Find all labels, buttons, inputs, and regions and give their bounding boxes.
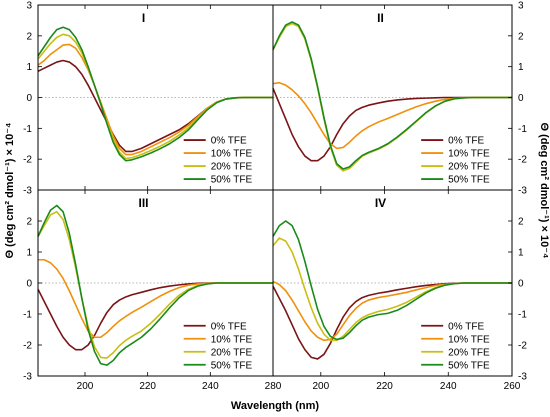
- y-tick-label: 1: [518, 62, 524, 73]
- y-tick-label: 0: [26, 93, 32, 104]
- y-tick-label: -1: [23, 310, 32, 321]
- y-tick-label: 1: [26, 62, 32, 73]
- y-tick-label: 2: [26, 217, 32, 228]
- legend-label: 10% TFE: [211, 149, 253, 160]
- y-tick-label: -1: [518, 124, 527, 135]
- legend-label: 0% TFE: [448, 321, 484, 332]
- y-tick-label: -3: [23, 372, 32, 383]
- y-axis-title-right: Θ (deg cm² dmol⁻¹) × 10⁻⁴: [538, 123, 550, 259]
- panel-I: -3 -2 -1 0 1 2 3 I 0% TFE 10% TFE 20% TFE 50% TFE: [23, 1, 274, 197]
- legend-label: 50% TFE: [211, 360, 253, 371]
- legend-label: 10% TFE: [448, 149, 490, 160]
- x-tick-label: 260: [504, 381, 521, 392]
- x-tick-label: 220: [376, 381, 393, 392]
- series-line-IV-50-tfe: [272, 220, 512, 341]
- y-tick-label: -3: [518, 372, 527, 383]
- legend-label: 20% TFE: [211, 347, 253, 358]
- panel-label: III: [138, 196, 148, 210]
- x-tick-label: 240: [202, 381, 219, 392]
- legend-label: 50% TFE: [448, 175, 490, 186]
- legend-label: 50% TFE: [448, 360, 490, 371]
- legend-label: 0% TFE: [211, 321, 247, 332]
- panel-III: -3 -2 -1 0 1 2 200 220 240 III 0% TFE 10% TFE 20% TF…: [23, 189, 274, 392]
- legend-label: 0% TFE: [448, 136, 484, 147]
- y-tick-label: -2: [23, 155, 32, 166]
- y-tick-label: 0: [518, 279, 524, 290]
- series-line-III-50-tfe: [37, 204, 273, 366]
- panel-label: I: [142, 11, 145, 25]
- y-tick-label: 1: [26, 248, 32, 259]
- panel-IV: -3 -2 -1 0 1 2 200 220 240 260 IV 0% TFE 10% TFE 20% …: [272, 189, 527, 392]
- y-tick-label: -2: [518, 155, 527, 166]
- legend-label: 10% TFE: [211, 334, 253, 345]
- legend-label: 10% TFE: [448, 334, 490, 345]
- y-tick-label: 3: [26, 1, 32, 12]
- y-axis-title-left: Θ (deg cm² dmol⁻¹) × 10⁻⁴: [4, 123, 16, 259]
- x-tick-label: 200: [312, 381, 329, 392]
- series-line-I-50-tfe: [37, 26, 273, 162]
- panel-label: IV: [375, 196, 386, 210]
- x-tick-label: 220: [139, 381, 156, 392]
- y-tick-label: 2: [26, 31, 32, 42]
- y-tick-label: -3: [518, 186, 527, 197]
- legend-label: 50% TFE: [211, 175, 253, 186]
- y-tick-label: 3: [518, 1, 524, 12]
- y-tick-label: -3: [23, 186, 32, 197]
- y-tick-label: -1: [518, 310, 527, 321]
- y-tick-label: 0: [26, 279, 32, 290]
- panel-label: II: [377, 11, 384, 25]
- y-tick-label: -2: [518, 341, 527, 352]
- x-axis-title: Wavelength (nm): [231, 400, 320, 412]
- y-tick-label: 2: [518, 31, 524, 42]
- legend-label: 20% TFE: [448, 162, 490, 173]
- panel-frame: [272, 189, 513, 377]
- y-tick-label: 0: [518, 93, 524, 104]
- legend-label: 0% TFE: [211, 136, 247, 147]
- series-line-II-50-tfe: [272, 21, 512, 170]
- y-tick-label: -2: [23, 341, 32, 352]
- legend-label: 20% TFE: [448, 347, 490, 358]
- y-tick-label: 2: [518, 217, 524, 228]
- y-tick-label: -1: [23, 124, 32, 135]
- x-tick-label: 200: [77, 381, 94, 392]
- x-tick-label: 280: [265, 381, 282, 392]
- x-tick-label: 240: [440, 381, 457, 392]
- y-tick-label: 1: [518, 248, 524, 259]
- legend-label: 20% TFE: [211, 162, 253, 173]
- panel-II: -3 -2 -1 0 1 2 3 II 0% TFE 10% TFE 20% TFE 50% TFE: [272, 1, 527, 197]
